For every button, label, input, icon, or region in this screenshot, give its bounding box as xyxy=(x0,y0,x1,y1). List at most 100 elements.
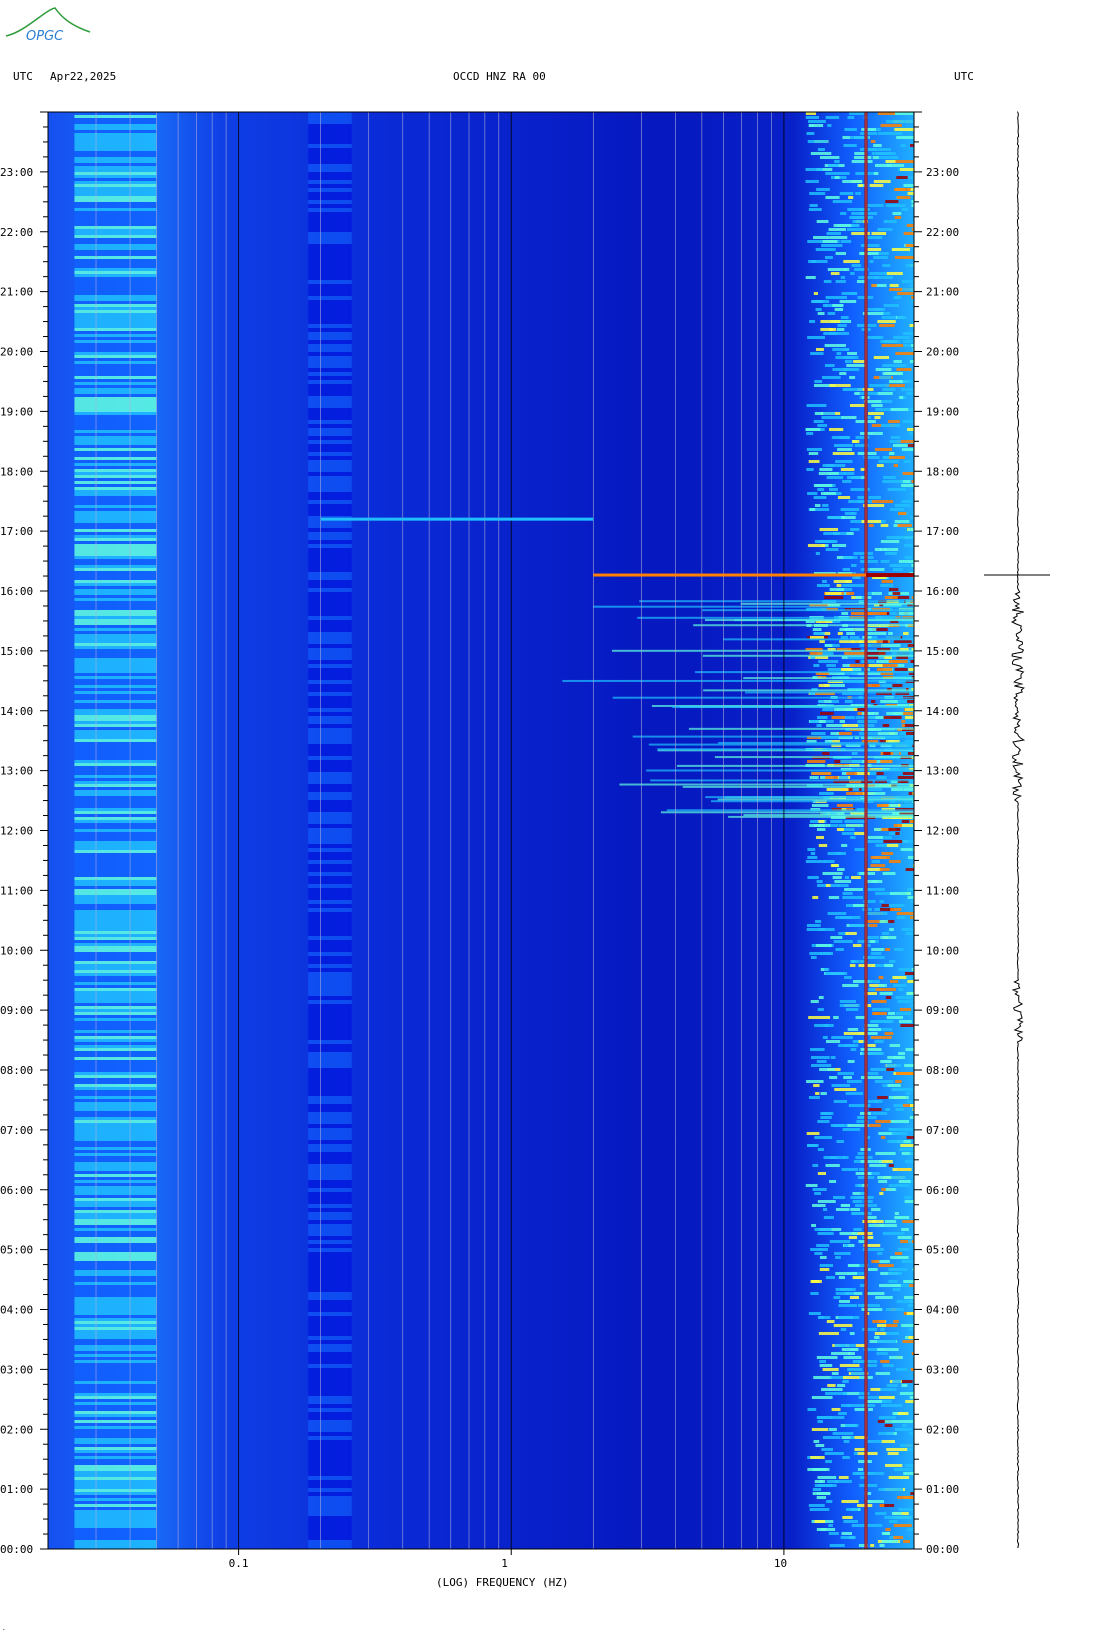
hf-energy-cell xyxy=(817,828,826,831)
hf-energy-cell xyxy=(835,280,846,283)
hf-energy-cell xyxy=(847,1028,859,1031)
hf-energy-cell xyxy=(859,692,864,695)
hf-energy-cell xyxy=(881,644,901,647)
hf-energy-cell xyxy=(886,1384,898,1387)
hf-energy-cell xyxy=(846,1508,859,1511)
hf-energy-cell xyxy=(816,1356,838,1359)
lowfreq-band-row xyxy=(74,1213,157,1216)
hf-energy-cell xyxy=(811,732,826,735)
lowfreq-band-row xyxy=(74,271,157,274)
mid-band-row xyxy=(308,944,352,948)
hf-energy-cell xyxy=(805,276,816,279)
hf-energy-cell xyxy=(909,432,914,435)
hf-energy-cell xyxy=(836,1140,844,1143)
hf-energy-cell xyxy=(859,1284,868,1287)
hf-energy-cell xyxy=(871,148,891,151)
hf-energy-cell xyxy=(829,236,848,239)
mid-band-row xyxy=(308,388,352,392)
lowfreq-band-row xyxy=(74,607,157,610)
lowfreq-band-row xyxy=(74,1330,157,1333)
mid-band-row xyxy=(308,536,352,540)
lowfreq-band-row xyxy=(74,1090,157,1093)
lowfreq-band-row xyxy=(74,787,157,790)
hf-energy-cell xyxy=(815,620,823,623)
mid-band-row xyxy=(308,228,352,232)
mid-band-row xyxy=(308,488,352,492)
hf-energy-cell xyxy=(863,664,883,667)
lowfreq-band-row xyxy=(74,478,157,481)
lowfreq-band-row xyxy=(74,1357,157,1360)
hf-energy-cell xyxy=(864,592,875,595)
hf-energy-cell xyxy=(819,528,839,531)
lowfreq-band-row xyxy=(74,700,157,703)
hf-energy-cell xyxy=(818,700,825,703)
hf-energy-cell xyxy=(881,1404,903,1407)
mid-band-row xyxy=(308,1112,352,1116)
hf-energy-cell xyxy=(847,1060,855,1063)
hf-energy-cell xyxy=(880,584,894,587)
hf-energy-cell xyxy=(816,836,824,839)
hf-energy-cell xyxy=(889,1356,903,1359)
hf-energy-cell xyxy=(855,772,870,775)
hf-energy-cell xyxy=(866,1172,872,1175)
lowfreq-band-row xyxy=(74,1114,157,1117)
hf-energy-cell xyxy=(844,128,857,131)
hf-energy-cell xyxy=(869,984,885,987)
hf-energy-cell xyxy=(910,900,914,903)
hf-energy-cell xyxy=(889,960,896,963)
hf-energy-cell xyxy=(912,1268,914,1271)
hf-energy-cell xyxy=(809,204,818,207)
hf-energy-cell xyxy=(819,1268,830,1271)
lowfreq-band-row xyxy=(74,1438,157,1441)
mid-band-row xyxy=(308,1352,352,1356)
mid-band-row xyxy=(308,600,352,604)
hf-energy-cell xyxy=(820,1248,828,1251)
hf-energy-cell xyxy=(868,988,882,991)
hf-energy-cell xyxy=(861,1308,883,1311)
mid-band-row xyxy=(308,644,352,648)
mid-band-row xyxy=(308,1492,352,1496)
hf-energy-cell xyxy=(824,644,833,647)
hf-energy-cell xyxy=(822,304,828,307)
lowfreq-band-row xyxy=(74,238,157,241)
mid-band-row xyxy=(308,1356,352,1360)
hf-energy-cell xyxy=(867,880,878,883)
hf-energy-cell xyxy=(806,924,821,927)
lowfreq-band-row xyxy=(74,772,157,775)
hf-energy-cell xyxy=(887,1452,899,1455)
mid-band-row xyxy=(308,260,352,264)
mid-band-row xyxy=(308,1220,352,1224)
hf-energy-cell xyxy=(896,712,913,715)
hf-energy-cell xyxy=(833,780,854,783)
hf-energy-cell xyxy=(886,120,906,123)
hf-energy-cell xyxy=(828,332,838,335)
hf-energy-cell xyxy=(852,576,861,579)
mid-band-row xyxy=(308,808,352,812)
hf-energy-cell xyxy=(859,1484,878,1487)
lowfreq-band-row xyxy=(74,898,157,901)
hf-energy-cell xyxy=(843,556,858,559)
hf-energy-cell xyxy=(897,1236,912,1239)
mid-band-row xyxy=(308,612,352,616)
hf-energy-cell xyxy=(899,168,914,171)
lowfreq-band-row xyxy=(74,634,157,637)
hf-energy-cell xyxy=(829,588,845,591)
mid-band-row xyxy=(308,1024,352,1028)
lowfreq-band-row xyxy=(74,658,157,661)
hf-energy-cell xyxy=(912,348,914,351)
hf-energy-cell xyxy=(842,584,865,587)
hf-energy-cell xyxy=(887,1140,904,1143)
mid-band-row xyxy=(308,456,352,460)
lowfreq-band-row xyxy=(74,1141,157,1144)
lowfreq-band-row xyxy=(74,1150,157,1153)
lowfreq-band-row xyxy=(74,922,157,925)
lowfreq-band-row xyxy=(74,259,157,262)
mid-band-row xyxy=(308,1056,352,1060)
hf-energy-cell xyxy=(856,280,867,283)
lowfreq-band-row xyxy=(74,385,157,388)
mid-band-row xyxy=(308,460,352,464)
event-streak xyxy=(745,691,914,694)
mid-band-row xyxy=(308,1208,352,1212)
hf-energy-cell xyxy=(822,580,827,583)
hf-energy-cell xyxy=(834,176,840,179)
